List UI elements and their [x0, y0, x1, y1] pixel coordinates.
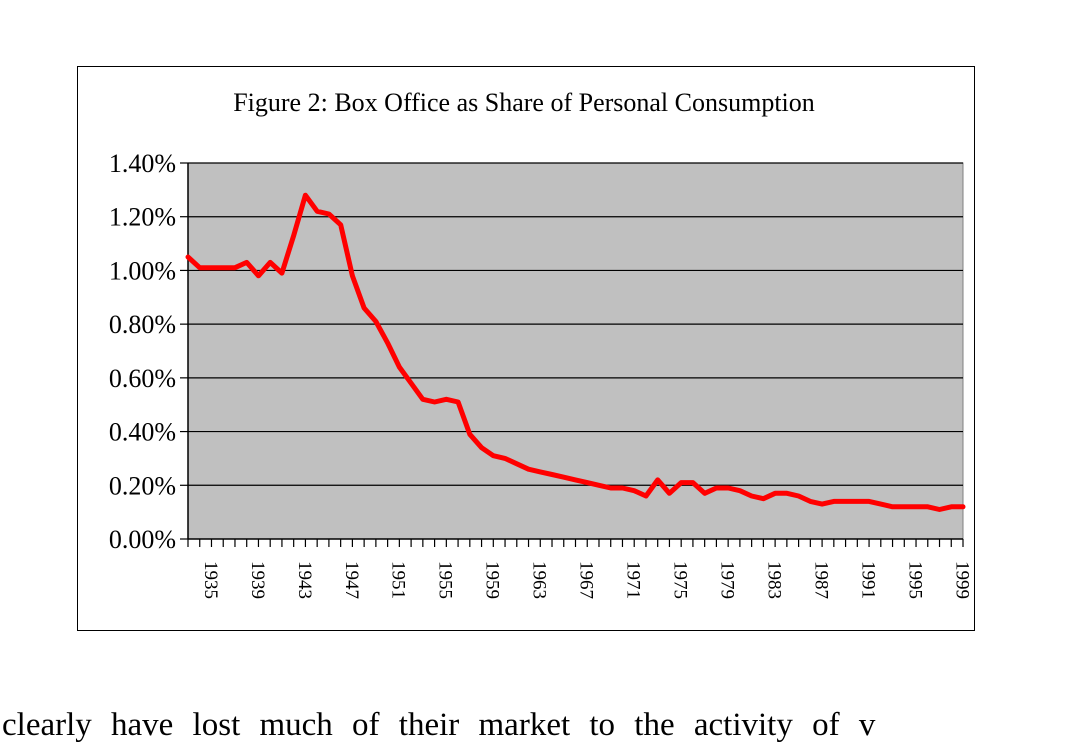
x-tick-label: 1939 [247, 561, 268, 599]
y-tick-label: 1.00% [109, 256, 176, 285]
series-line [185, 192, 966, 512]
x-tick-label: 1963 [529, 561, 550, 599]
y-tick-label: 0.60% [109, 364, 176, 393]
gridlines [188, 162, 963, 486]
x-tick-label: 1943 [294, 561, 315, 599]
plot-area [187, 162, 964, 540]
x-tick-label: 1987 [810, 561, 831, 599]
y-tick-label: 0.00% [109, 525, 176, 554]
x-tick-label: 1995 [904, 561, 925, 599]
x-tick-label: 1935 [200, 561, 221, 599]
axes [180, 162, 964, 547]
figure-frame: Figure 2: Box Office as Share of Persona… [77, 66, 975, 631]
box-office-chart: Figure 2: Box Office as Share of Persona… [109, 88, 973, 599]
x-tick-label: 1979 [717, 561, 738, 599]
series-layer [185, 192, 966, 512]
x-tick-label: 1999 [951, 561, 972, 599]
x-tick-label: 1991 [857, 561, 878, 599]
y-tick-label: 0.40% [109, 418, 176, 447]
x-tick-label: 1967 [576, 561, 597, 599]
x-tick-label: 1983 [763, 561, 784, 599]
x-tick-label: 1959 [482, 561, 503, 599]
x-tick-label: 1951 [388, 561, 409, 599]
x-tick-label: 1955 [435, 561, 456, 599]
y-axis-tick-labels: 0.00% 0.20% 0.40% 0.60% 0.80% 1.00% 1.20% 1.40% [109, 149, 176, 554]
body-text-line: clearly have lost much of their market t… [2, 707, 876, 743]
y-tick-label: 1.40% [109, 149, 176, 178]
y-tick-label: 0.80% [109, 310, 176, 339]
chart-title: Figure 2: Box Office as Share of Persona… [233, 88, 815, 117]
x-tick-label: 1975 [670, 561, 691, 599]
y-tick-label: 0.20% [109, 471, 176, 500]
x-tick-label: 1971 [623, 561, 644, 599]
x-tick-label: 1947 [341, 561, 362, 599]
y-tick-label: 1.20% [109, 203, 176, 232]
x-axis-tick-labels: 1935 1939 1943 1947 1951 1955 1959 1963 1967 1971… [200, 561, 973, 599]
